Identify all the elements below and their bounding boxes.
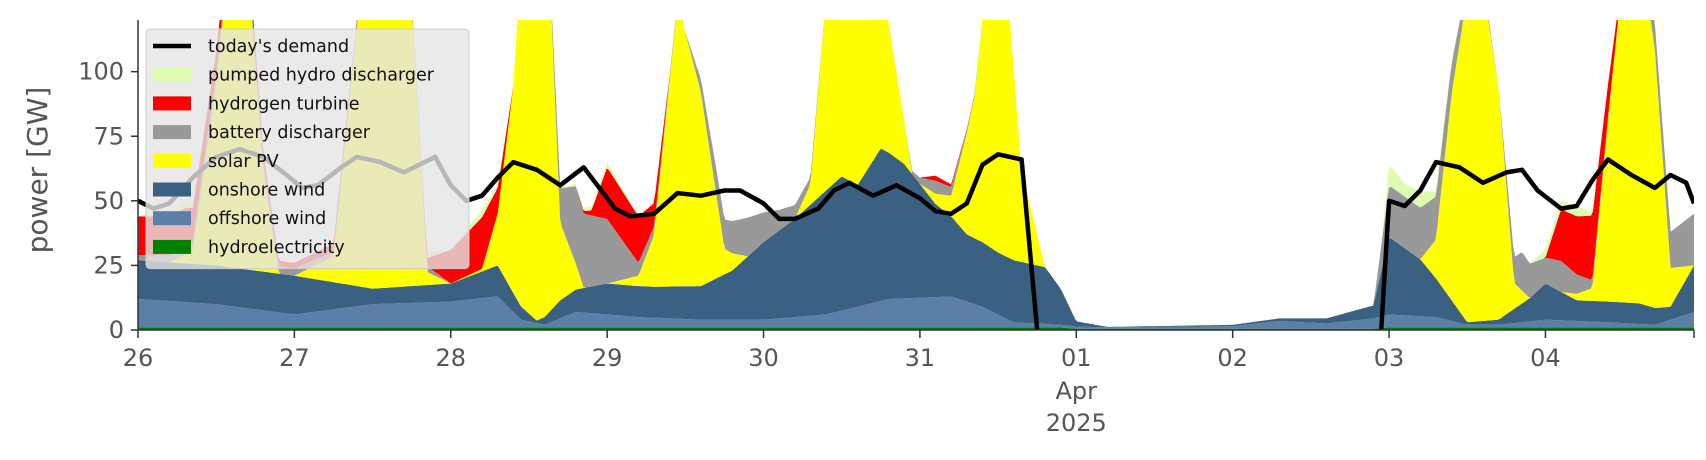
x-tick-label: 26 [123,344,154,372]
legend-swatch-pumped-hydro-discharger [153,67,191,82]
line-todays-demand-segment-2 [1378,157,1694,330]
legend-label-solar-pv: solar PV [208,152,279,172]
legend-box [145,28,470,270]
legend-label-hydrogen-turbine: hydrogen turbine [208,94,360,114]
x-tick-label: 04 [1530,344,1561,372]
area-solar-pv [138,20,1694,327]
legend-swatch-offshore-wind [153,211,191,226]
y-tick-label: 50 [93,187,124,215]
x-tick-sublabel: Apr [1056,377,1098,405]
legend-label-pumped-hydro-discharger: pumped hydro discharger [208,66,435,86]
legend-swatch-hydroelectricity [153,239,191,254]
legend-label-battery-discharger: battery discharger [208,123,371,143]
x-tick-label: 03 [1374,344,1405,372]
area-offshore-wind [138,296,1694,329]
legend-swatch-hydrogen-turbine [153,96,191,111]
y-tick-label: 75 [93,122,124,150]
legend: today's demand pumped hydro discharger hyd… [145,28,470,270]
legend-swatch-solar-pv [153,153,191,168]
x-tick-label: 31 [905,344,936,372]
y-tick-label: 0 [109,316,124,344]
x-tick-label: 01 [1061,344,1092,372]
x-tick-label: 28 [435,344,466,372]
legend-label-hydroelectricity: hydroelectricity [208,238,345,258]
x-tick-label: 27 [279,344,310,372]
legend-label-today-s-demand: today's demand [208,37,349,57]
axes: 0 25 50 75 100 26 27 28 29 30 31 01 Apr 2025 02 03 04 [78,20,1695,437]
x-tick-label: 30 [748,344,779,372]
legend-label-onshore-wind: onshore wind [208,181,325,201]
y-axis-title: power [GW] [21,87,54,254]
y-tick-label: 25 [93,251,124,279]
area-onshore-wind [138,148,1694,328]
x-tick-label: 29 [592,344,623,372]
legend-swatch-onshore-wind [153,182,191,197]
x-tick-label: 02 [1217,344,1248,372]
x-tick-sublabel: 2025 [1046,409,1107,437]
legend-swatch-battery-discharger [153,125,191,140]
legend-label-offshore-wind: offshore wind [208,209,326,229]
y-tick-label: 100 [78,58,124,86]
